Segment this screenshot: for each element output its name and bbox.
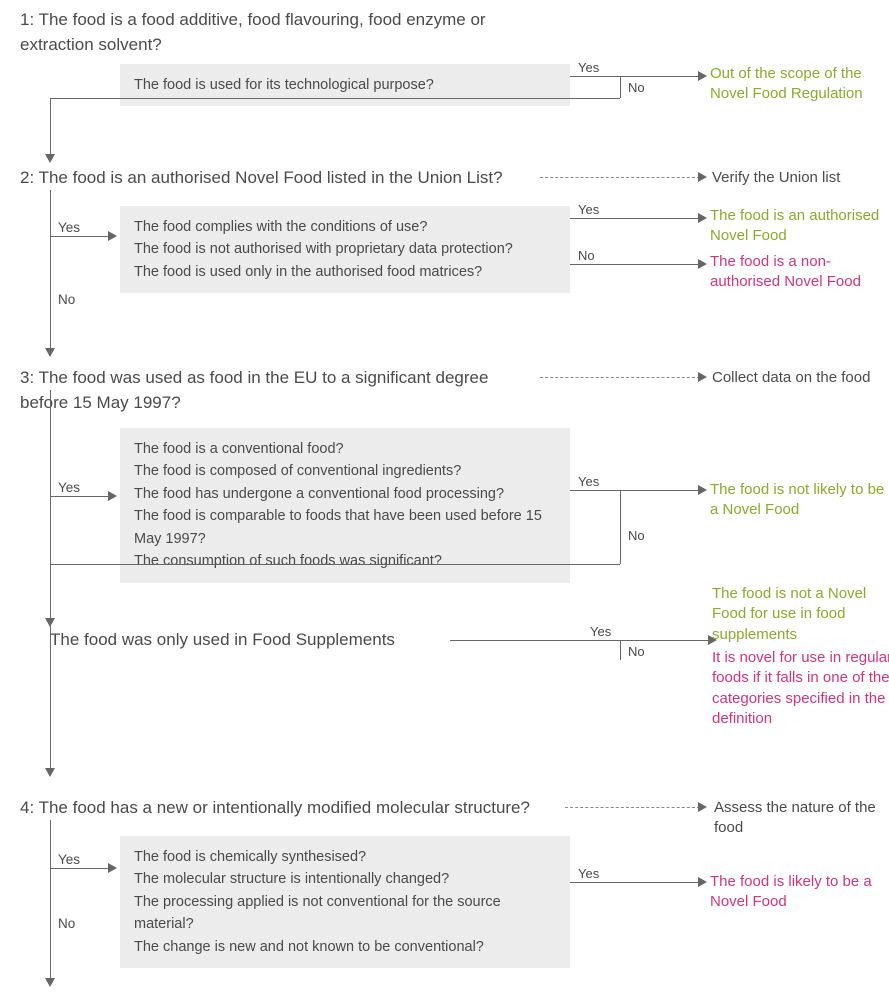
no-label: No bbox=[58, 292, 75, 307]
q1-outcome-yes: Out of the scope of the Novel Food Regul… bbox=[710, 64, 889, 105]
q3-box-l2: The food is composed of conventional ing… bbox=[134, 460, 556, 482]
yes-label: Yes bbox=[578, 202, 599, 217]
no-label: No bbox=[628, 80, 645, 95]
no-label: No bbox=[578, 248, 595, 263]
q2-box-l1: The food complies with the conditions of… bbox=[134, 216, 556, 238]
q3-title: 3: The food was used as food in the EU t… bbox=[20, 366, 540, 415]
section-q1: 1: The food is a food additive, food fla… bbox=[20, 8, 869, 166]
q1-title: 1: The food is a food additive, food fla… bbox=[20, 8, 540, 57]
q3-box-l4: The food is comparable to foods that hav… bbox=[134, 505, 556, 550]
q3-box-l1: The food is a conventional food? bbox=[134, 438, 556, 460]
q2-box-l2: The food is not authorised with propriet… bbox=[134, 238, 556, 260]
q1-box: The food is used for its technological p… bbox=[120, 64, 570, 106]
no-label: No bbox=[58, 916, 75, 931]
q4-action: Assess the nature of the food bbox=[714, 798, 889, 839]
q3-supp-q: The food was only used in Food Supplemen… bbox=[50, 630, 450, 650]
q3-box-l5: The consumption of such foods was signif… bbox=[134, 550, 556, 572]
q3-supp-yes: The food is not a Novel Food for use in … bbox=[712, 584, 889, 645]
no-label: No bbox=[628, 644, 645, 659]
yes-label: Yes bbox=[578, 60, 599, 75]
q2-title: 2: The food is an authorised Novel Food … bbox=[20, 166, 503, 191]
section-q3: 3: The food was used as food in the EU t… bbox=[20, 366, 869, 796]
q2-action: Verify the Union list bbox=[712, 168, 889, 188]
q4-title: 4: The food has a new or intentionally m… bbox=[20, 796, 530, 821]
q4-box: The food is chemically synthesised? The … bbox=[120, 836, 570, 968]
yes-label: Yes bbox=[58, 220, 80, 235]
q4-outcome-yes: The food is likely to be a Novel Food bbox=[710, 872, 889, 913]
yes-label: Yes bbox=[590, 624, 611, 639]
q2-box-l3: The food is used only in the authorised … bbox=[134, 261, 556, 283]
section-q4: 4: The food has a new or intentionally m… bbox=[20, 796, 869, 991]
q3-box-l3: The food has undergone a conventional fo… bbox=[134, 483, 556, 505]
q3-outcome-yes: The food is not likely to be a Novel Foo… bbox=[710, 480, 889, 521]
q4-box-l1: The food is chemically synthesised? bbox=[134, 846, 556, 868]
section-q2: 2: The food is an authorised Novel Food … bbox=[20, 166, 869, 366]
q4-box-l3: The processing applied is not convention… bbox=[134, 891, 556, 936]
q3-action: Collect data on the food bbox=[712, 368, 889, 388]
q2-outcome-no: The food is a non-authorised Novel Food bbox=[710, 252, 889, 293]
q4-box-l4: The change is new and not known to be co… bbox=[134, 936, 556, 958]
q3-box: The food is a conventional food? The foo… bbox=[120, 428, 570, 583]
yes-label: Yes bbox=[578, 474, 599, 489]
q3-supp-no: It is novel for use in regular foods if … bbox=[712, 648, 889, 729]
no-label: No bbox=[628, 528, 645, 543]
q4-box-l2: The molecular structure is intentionally… bbox=[134, 868, 556, 890]
yes-label: Yes bbox=[58, 480, 80, 495]
q2-box: The food complies with the conditions of… bbox=[120, 206, 570, 293]
yes-label: Yes bbox=[58, 852, 80, 867]
q2-outcome-yes: The food is an authorised Novel Food bbox=[710, 206, 889, 247]
yes-label: Yes bbox=[578, 866, 599, 881]
